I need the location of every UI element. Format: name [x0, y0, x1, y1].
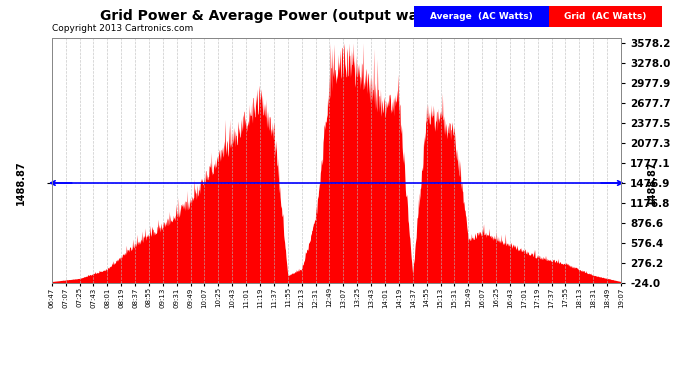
Text: Grid Power & Average Power (output watts)  Sat Mar 23 19:08: Grid Power & Average Power (output watts…: [100, 9, 590, 23]
Text: Grid  (AC Watts): Grid (AC Watts): [564, 12, 647, 21]
Text: Average  (AC Watts): Average (AC Watts): [430, 12, 533, 21]
Text: 1488.87: 1488.87: [15, 161, 26, 206]
Text: Copyright 2013 Cartronics.com: Copyright 2013 Cartronics.com: [52, 24, 193, 33]
Text: 1488.87: 1488.87: [647, 161, 658, 206]
